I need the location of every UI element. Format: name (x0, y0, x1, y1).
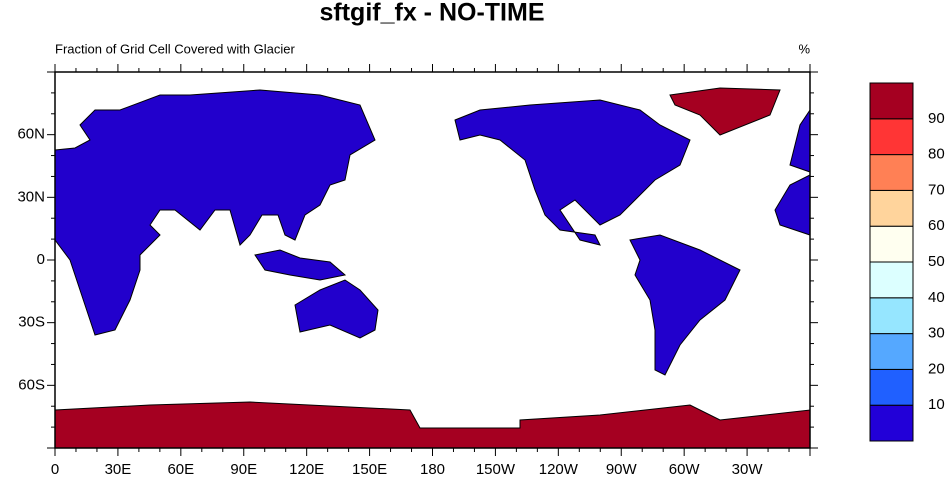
x-tick-label: 150E (352, 461, 387, 478)
colorbar-bin (869, 368, 914, 406)
greenland (669, 87, 781, 136)
colorbar-label: 50 (928, 253, 945, 270)
colorbar-bin (869, 297, 914, 335)
colorbar-label: 60 (928, 217, 945, 234)
north-america (454, 99, 691, 246)
colorbar-label: 20 (928, 360, 945, 377)
x-tick-label: 60W (669, 461, 701, 478)
x-tick-label: 0 (51, 461, 59, 478)
x-tick-label: 90E (230, 461, 257, 478)
x-tick-label: 60E (167, 461, 194, 478)
x-tick-label: 90W (606, 461, 638, 478)
colorbar-label: 30 (928, 325, 945, 342)
y-tick-label: 30S (18, 314, 45, 331)
eurasia-africa (54, 89, 376, 336)
y-tick-label: 60N (17, 126, 45, 143)
indonesia (254, 249, 347, 281)
colorbar-bin (869, 225, 914, 263)
colorbar-bin (869, 333, 914, 370)
colorbar-label: 70 (928, 181, 945, 198)
y-tick-label: 0 (37, 251, 45, 268)
title: sftgif_fx - NO-TIME (320, 0, 545, 27)
subtitle: Fraction of Grid Cell Covered with Glaci… (55, 41, 296, 56)
colorbar-label: 80 (928, 146, 945, 163)
colorbar-bin (869, 118, 914, 156)
units: % (798, 41, 810, 56)
colorbar-label: 90 (928, 110, 945, 127)
y-tick-label: 30N (17, 188, 45, 205)
x-tick-label: 120W (539, 461, 579, 478)
x-tick-label: 150W (476, 461, 516, 478)
colorbar-bin (869, 189, 914, 227)
colorbar: 10 20 30 40 50 60 70 80 90 (869, 82, 945, 442)
south-america (629, 234, 741, 376)
map-area (54, 71, 811, 449)
colorbar-bin (869, 82, 914, 120)
x-tick-label: 180 (420, 461, 445, 478)
colorbar-bin (869, 404, 914, 442)
colorbar-label: 40 (928, 289, 945, 306)
x-tick-label: 30E (105, 461, 132, 478)
colorbar-label: 10 (928, 396, 945, 413)
australia (294, 279, 379, 339)
colorbar-bin (869, 261, 914, 299)
axes: 0 30E 60E 90E 120E 150E 180 150W 120W 90W 60W 30W 60… (17, 64, 818, 478)
y-tick-label: 60S (18, 376, 45, 393)
x-tick-label: 30W (732, 461, 764, 478)
colorbar-bin (869, 154, 914, 191)
x-tick-label: 120E (289, 461, 324, 478)
